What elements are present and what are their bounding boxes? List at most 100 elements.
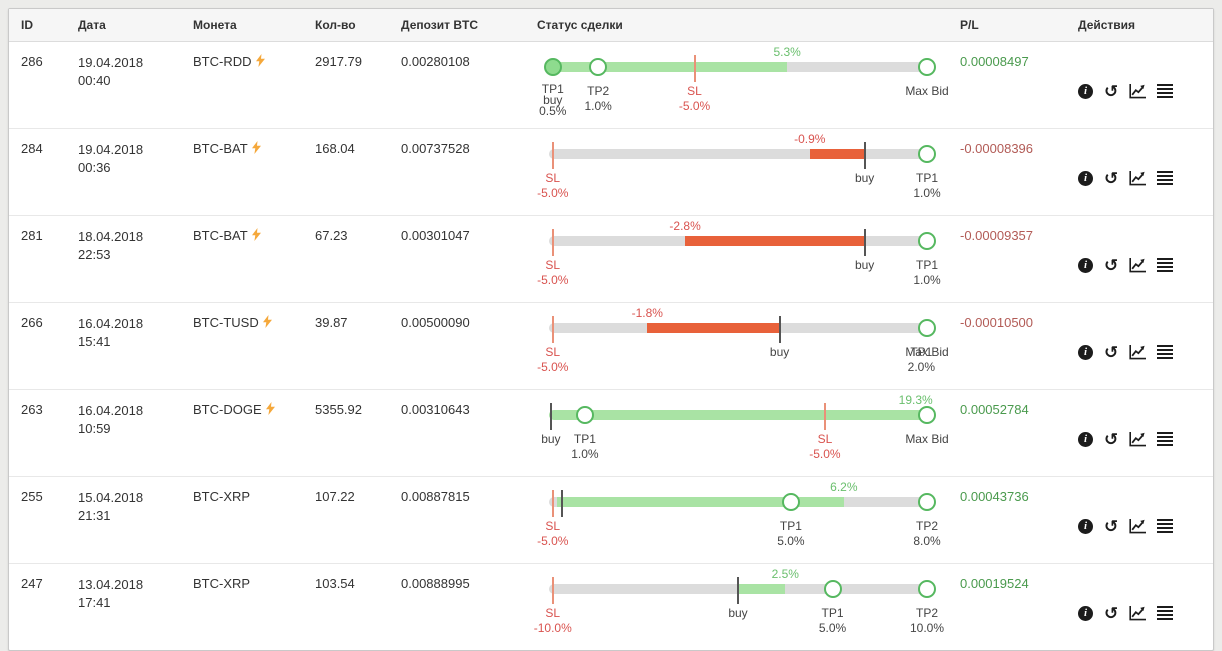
trades-table: ID Дата Монета Кол-во Депозит BTC Статус… <box>8 8 1214 651</box>
chart-icon[interactable] <box>1129 257 1147 273</box>
info-icon[interactable]: i <box>1078 170 1093 186</box>
list-icon[interactable] <box>1157 171 1174 185</box>
cell-deposit: 0.00500090 <box>401 315 470 330</box>
coin-pair-label: BTC-XRP <box>193 489 251 504</box>
chart-icon[interactable] <box>1129 431 1147 447</box>
cell-quantity: 168.04 <box>315 141 355 156</box>
history-icon[interactable]: ↺ <box>1104 516 1119 536</box>
marker-circle-icon <box>589 58 608 76</box>
cell-id: 247 <box>21 576 43 591</box>
table-header: ID Дата Монета Кол-во Депозит BTC Статус… <box>9 9 1213 42</box>
chart-icon[interactable] <box>1129 605 1147 621</box>
date-value: 16.04.2018 <box>78 316 144 331</box>
marker-label: -5.0% <box>537 360 569 374</box>
marker-label: Max Bid <box>905 345 948 359</box>
marker-label: buy <box>543 93 563 107</box>
marker-label: -5.0% <box>537 534 569 548</box>
info-icon[interactable]: i <box>1078 344 1093 360</box>
history-icon[interactable]: ↺ <box>1104 603 1119 623</box>
marker-label: 1.0% <box>913 186 941 200</box>
marker-circle-icon <box>781 493 800 511</box>
marker-labels: TP1 2.0% <box>876 345 948 375</box>
list-icon[interactable] <box>1157 345 1174 359</box>
marker-label: SL <box>545 606 561 620</box>
info-icon[interactable]: i <box>1078 257 1093 273</box>
marker-labels: TP1 buy 0.5% <box>525 82 598 117</box>
info-icon[interactable]: i <box>1078 431 1093 447</box>
history-icon[interactable]: ↺ <box>1104 81 1119 101</box>
marker-circle-icon <box>543 58 562 76</box>
cell-coin: BTC-BAT <box>181 129 303 215</box>
trade-progress: 2.5% SL -10.0% buy TP1 5.0% TP2 10.0% <box>534 564 944 650</box>
lightning-bolt-shape <box>255 54 265 67</box>
marker-circle-icon <box>918 58 936 76</box>
cell-trade-status: -1.8% SL -5.0% buy Max Bid TP1 2.0% <box>525 303 948 389</box>
trade-progress: 19.3% buy TP1 1.0% SL -5.0% Max Bid <box>541 390 948 476</box>
cell-actions: i ↺ <box>1066 129 1213 215</box>
marker-label: TP1 <box>915 258 938 272</box>
list-icon[interactable] <box>1157 258 1174 272</box>
marker-labels: buy <box>735 345 825 360</box>
cell-trade-status: -0.9% SL -5.0% buy TP1 1.0% <box>525 129 948 215</box>
cell-pl: 0.00008497 <box>960 54 1029 69</box>
table-body: 286 19.04.2018 00:40 BTC-RDD 2917.79 0.002801… <box>9 42 1213 650</box>
cell-coin: BTC-BAT <box>181 216 303 302</box>
chart-icon[interactable] <box>1129 518 1147 534</box>
marker-label: Max Bid <box>905 432 948 446</box>
list-icon[interactable] <box>1157 432 1174 446</box>
cell-pl: 0.00019524 <box>960 576 1029 591</box>
progress-fill <box>647 323 780 333</box>
cell-quantity: 39.87 <box>315 315 348 330</box>
sl-tick-icon <box>693 55 696 82</box>
header-coin: Монета <box>193 18 237 32</box>
cell-coin: BTC-DOGE <box>181 390 303 476</box>
list-icon[interactable] <box>1157 519 1174 533</box>
sl-tick-icon <box>551 229 554 256</box>
cell-date: 16.04.2018 15:41 <box>66 303 181 389</box>
marker-label: TP1 <box>915 171 938 185</box>
sl-tick-icon <box>551 316 554 343</box>
progress-fill <box>549 410 927 420</box>
chart-icon[interactable] <box>1129 83 1147 99</box>
history-icon[interactable]: ↺ <box>1104 429 1119 449</box>
marker-labels: SL -5.0% <box>525 258 598 288</box>
cell-deposit: 0.00310643 <box>401 402 470 417</box>
marker-label: TP1 <box>541 82 564 96</box>
progress-bar <box>549 149 927 159</box>
cell-trade-status: 19.3% buy TP1 1.0% SL -5.0% Max Bid <box>525 390 948 476</box>
list-icon[interactable] <box>1157 606 1174 620</box>
time-value: 00:36 <box>78 160 111 175</box>
history-icon[interactable]: ↺ <box>1104 255 1119 275</box>
table-row: 286 19.04.2018 00:40 BTC-RDD 2917.79 0.002801… <box>9 42 1213 129</box>
cell-trade-status: 6.2% SL -5.0% TP1 5.0% TP2 8.0% <box>525 477 948 563</box>
history-icon[interactable]: ↺ <box>1104 342 1119 362</box>
marker-circle-icon <box>918 580 936 598</box>
marker-label: 5.0% <box>777 534 805 548</box>
cell-date: 16.04.2018 10:59 <box>66 390 181 476</box>
list-icon[interactable] <box>1157 84 1174 98</box>
chart-icon[interactable] <box>1129 170 1147 186</box>
sl-tick-icon <box>551 577 554 604</box>
marker-label: buy <box>728 606 748 620</box>
info-icon[interactable]: i <box>1078 605 1093 621</box>
marker-label: SL <box>817 432 833 446</box>
history-icon[interactable]: ↺ <box>1104 168 1119 188</box>
marker-labels: SL -5.0% <box>525 345 598 375</box>
sl-tick-icon <box>823 403 826 430</box>
marker-label: buy <box>854 171 875 185</box>
info-icon[interactable]: i <box>1078 518 1093 534</box>
marker-label: 10.0% <box>909 621 945 635</box>
cell-quantity: 67.23 <box>315 228 348 243</box>
current-change-label: -0.9% <box>794 132 826 146</box>
progress-bar <box>549 236 927 246</box>
marker-label: buy <box>769 345 790 359</box>
progress-fill <box>738 584 786 594</box>
header-qty: Кол-во <box>315 18 356 32</box>
progress-bar <box>549 62 927 72</box>
info-icon[interactable]: i <box>1078 83 1093 99</box>
chart-icon[interactable] <box>1129 344 1147 360</box>
marker-label: -5.0% <box>537 273 569 287</box>
date-value: 16.04.2018 <box>78 403 144 418</box>
marker-circle-icon <box>823 580 842 598</box>
